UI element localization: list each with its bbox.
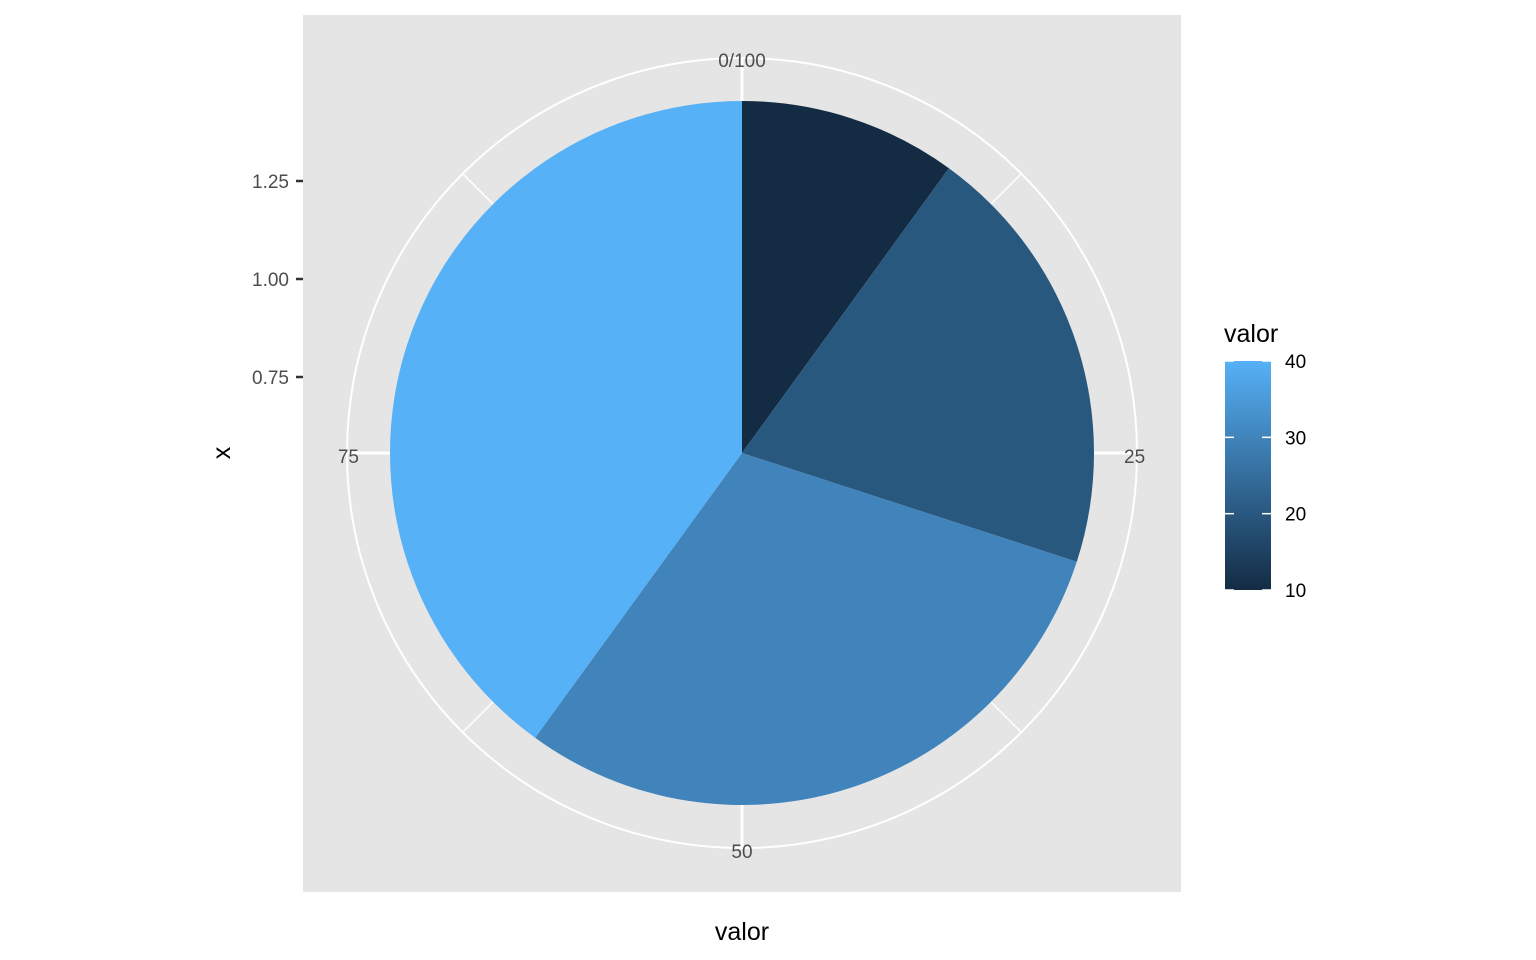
pie-slice-1 [742,101,949,453]
y-tick-label: 1.00 [252,270,289,291]
pie-slice-4 [389,100,742,738]
legend-label: 40 [1285,352,1306,373]
theta-tick-label: 50 [731,842,752,863]
theta-tick-label: 0/100 [718,51,766,72]
theta-tick-label: 25 [1124,447,1145,468]
grid-spoke [986,173,1022,209]
y-axis-title: x [208,446,236,459]
pie-slice-2 [742,168,1094,562]
theta-axis: 0/100 25 50 75 [338,51,1145,863]
legend-label: 30 [1285,428,1306,449]
theta-tick-label: 75 [338,447,359,468]
y-axis: 0.75 1.00 1.25 [252,172,303,389]
grid-spoke [986,697,1022,733]
pie-slice-3 [535,453,1077,805]
legend-colorbar [1225,361,1271,590]
grid-spoke [462,697,498,733]
legend-title: valor [1224,320,1278,348]
pie-slices [389,100,1094,805]
y-tick-label: 1.25 [252,172,289,193]
legend-ticks: 40 30 20 10 [1225,352,1306,602]
legend-label: 10 [1285,581,1306,602]
legend: valor 40 30 20 10 [1224,320,1306,602]
x-axis-title: valor [715,918,769,946]
grid-spoke [462,173,498,209]
y-tick-label: 0.75 [252,368,289,389]
legend-label: 20 [1285,505,1306,526]
